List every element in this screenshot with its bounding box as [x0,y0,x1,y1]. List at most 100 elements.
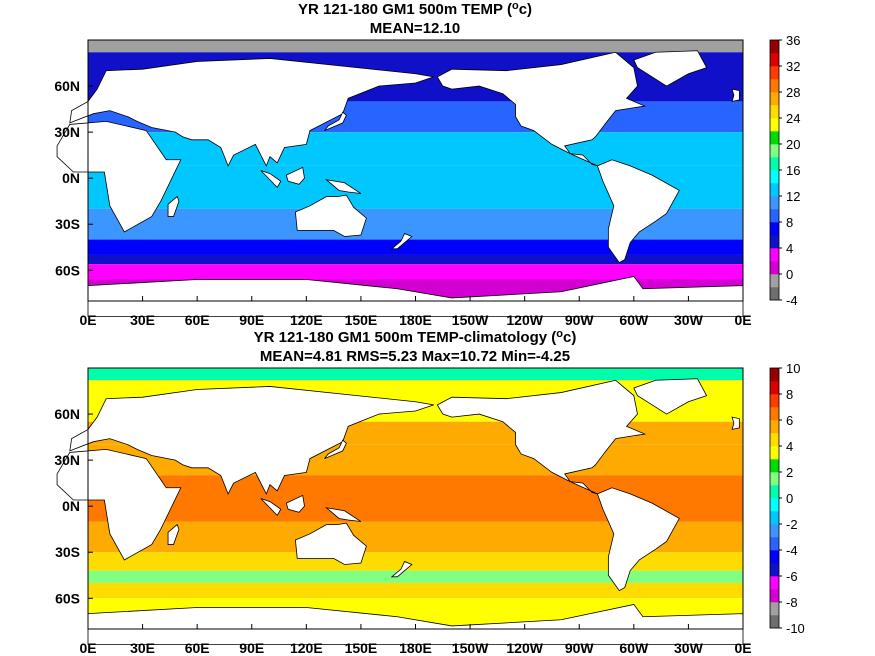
colorbar-tick-label: 6 [786,413,793,428]
colorbar-tick-label: -2 [786,517,798,532]
land-mass [294,522,367,565]
colorbar-segment [770,407,779,421]
colorbar-segment [770,368,779,382]
x-tick-label: 150W [452,640,489,656]
colorbar-segment [770,170,779,184]
land-mass [633,50,708,87]
colorbar-segment [770,274,779,288]
land-mass [69,58,434,167]
land-mass [69,386,434,495]
colorbar-tick-label: 0 [786,267,793,282]
panel-top-subtitle: MEAN=12.10 [370,20,460,37]
x-tick-label: 30E [130,640,155,656]
land-mass [731,88,740,102]
x-tick-label: 120E [290,312,323,328]
colorbar-tick-label: 12 [786,189,800,204]
x-tick-label: 60W [619,640,649,656]
colorbar-segment [770,183,779,197]
panel-top-land [56,50,744,317]
y-tick-label: 60S [55,262,80,278]
colorbar-segment [770,602,779,616]
colorbar-segment [770,420,779,434]
y-tick-label: 0N [62,498,80,514]
x-tick-label: 0E [79,640,96,656]
colorbar-segment [770,498,779,512]
colorbar-segment [770,131,779,145]
colorbar-tick-label: 10 [786,361,800,376]
colorbar-segment [770,394,779,408]
y-tick-label: 30N [54,452,80,468]
land-mass [285,494,305,513]
colorbar-segment [770,446,779,460]
colorbar-segment [770,287,779,301]
colorbar-segment [770,615,779,629]
panel-bottom-land [56,378,744,645]
y-tick-label: 30S [55,544,80,560]
y-tick-label: 0N [62,170,80,186]
x-tick-label: 120W [506,312,543,328]
panel-top-title: YR 121-180 GM1 500m TEMP (oc) [298,0,532,18]
colorbar-segment [770,485,779,499]
panel-bottom-title: YR 121-180 GM1 500m TEMP-climatology (oc… [254,328,577,346]
colorbar-segment [770,537,779,551]
x-tick-label: 0E [734,640,751,656]
colorbar-segment [770,53,779,67]
colorbar-segment [770,589,779,603]
colorbar-segment [770,261,779,275]
x-tick-label: 90E [239,312,264,328]
colorbar-segment [770,248,779,262]
x-tick-label: 0E [79,312,96,328]
colorbar-tick-label: 4 [786,241,793,256]
field-band [88,264,743,280]
land-mass [285,166,305,185]
land-mass [436,379,647,495]
panel-top-axes: 0E 30E 60E 90E 120E 150E 180E 150W 120W 90W 60W 30W… [54,78,751,328]
colorbar-segment [770,433,779,447]
y-tick-label: 60S [55,590,80,606]
colorbar-segment [770,576,779,590]
x-tick-label: 90W [565,312,595,328]
colorbar-tick-label: -10 [786,621,805,636]
colorbar-segment [770,144,779,158]
y-tick-label: 60N [54,406,80,422]
x-tick-label: 180E [399,312,432,328]
colorbar-tick-label: 8 [786,387,793,402]
colorbar-segment [770,105,779,119]
x-tick-label: 150W [452,312,489,328]
colorbar-segment [770,40,779,54]
colorbar-segment [770,459,779,473]
panel-bottom: YR 121-180 GM1 500m TEMP-climatology (oc… [54,328,804,656]
field-band [88,40,743,53]
land-mass [167,523,180,545]
land-mass [260,498,282,517]
land-mass [294,194,367,237]
x-tick-label: 30E [130,312,155,328]
colorbar-segment [770,511,779,525]
colorbar-tick-label: 24 [786,111,800,126]
land-mass [390,232,413,250]
colorbar-tick-label: -4 [786,293,798,308]
colorbar-tick-label: 8 [786,215,793,230]
colorbar-segment [770,196,779,210]
panel-bottom-subtitle: MEAN=4.81 RMS=5.23 Max=10.72 Min=-4.25 [260,348,570,365]
panel-bottom-axes: 0E 30E 60E 90E 120E 150E 180E 150W 120W 90W 60W 30W… [54,406,751,656]
colorbar-segment [770,381,779,395]
x-tick-label: 120E [290,640,323,656]
x-tick-label: 150E [345,640,378,656]
panel-bottom-colorbar: 10 8 6 4 2 0 -2 -4 -6 -8 -10 [769,361,805,636]
colorbar-tick-label: 16 [786,163,800,178]
y-tick-label: 30S [55,216,80,232]
land-mass [633,378,708,415]
colorbar-segment [770,563,779,577]
land-mass [324,507,362,522]
colorbar-tick-label: -6 [786,569,798,584]
y-tick-label: 60N [54,78,80,94]
colorbar-segment [770,550,779,564]
x-tick-label: 60E [185,640,210,656]
land-mass [167,195,180,217]
colorbar-segment [770,157,779,171]
land-mass [324,111,347,131]
land-mass [436,51,647,167]
colorbar-segment [770,79,779,93]
